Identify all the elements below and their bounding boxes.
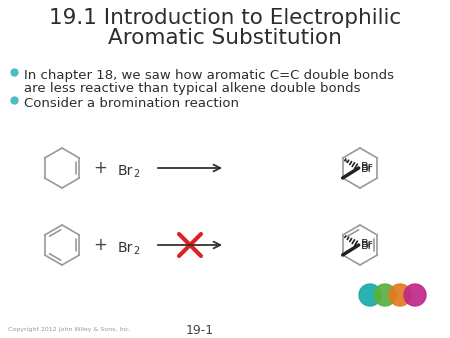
Text: Br: Br <box>361 241 373 251</box>
Text: Br: Br <box>118 241 133 255</box>
Text: are less reactive than typical alkene double bonds: are less reactive than typical alkene do… <box>24 82 360 95</box>
Text: 2: 2 <box>133 169 139 179</box>
Text: Br: Br <box>361 239 373 249</box>
Text: +: + <box>93 159 107 177</box>
Circle shape <box>404 284 426 306</box>
Text: In chapter 18, we saw how aromatic C=C double bonds: In chapter 18, we saw how aromatic C=C d… <box>24 69 394 82</box>
Text: +: + <box>93 236 107 254</box>
Text: Br: Br <box>361 164 373 174</box>
Text: Br: Br <box>361 162 373 172</box>
Text: Br: Br <box>118 164 133 178</box>
Text: 19-1: 19-1 <box>186 323 214 337</box>
Text: Consider a bromination reaction: Consider a bromination reaction <box>24 97 239 110</box>
Text: 2: 2 <box>133 246 139 256</box>
Text: Aromatic Substitution: Aromatic Substitution <box>108 28 342 48</box>
Circle shape <box>359 284 381 306</box>
Circle shape <box>389 284 411 306</box>
Text: 19.1 Introduction to Electrophilic: 19.1 Introduction to Electrophilic <box>49 8 401 28</box>
Text: Copyright 2012 John Wiley & Sons, Inc.: Copyright 2012 John Wiley & Sons, Inc. <box>8 328 131 333</box>
Text: ''': ''' <box>344 160 351 169</box>
Circle shape <box>374 284 396 306</box>
